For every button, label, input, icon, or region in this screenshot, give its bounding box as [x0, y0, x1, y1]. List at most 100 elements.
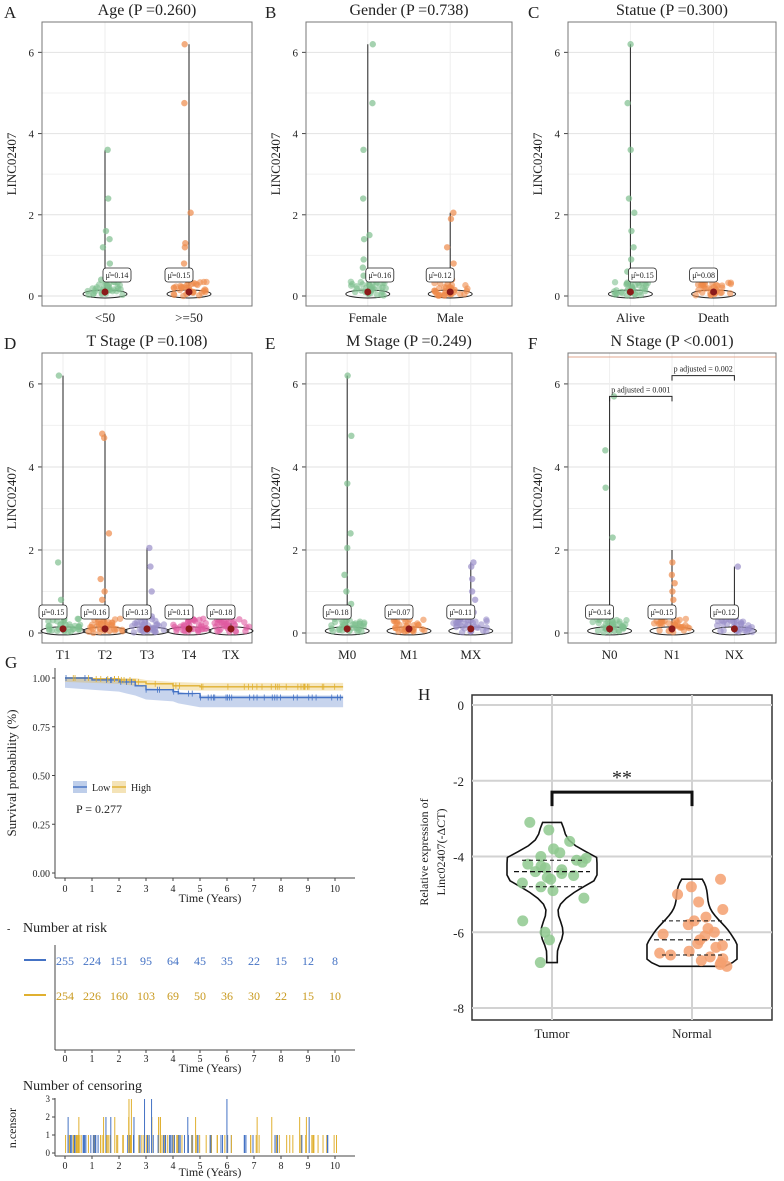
x-tick-label: 8: [279, 1054, 284, 1065]
data-point: [214, 628, 221, 635]
data-point: [535, 881, 547, 893]
panel-title: Statue (P =0.300): [616, 2, 728, 19]
y-tick-label: 4: [293, 129, 299, 141]
risk-count-high: 36: [221, 989, 233, 1003]
data-point: [106, 235, 113, 243]
data-point: [366, 231, 373, 239]
median-label: μ̂=0.08: [692, 271, 715, 280]
data-point: [654, 947, 666, 959]
data-point: [74, 615, 81, 622]
data-point: [420, 616, 427, 623]
side-mark: -: [7, 924, 10, 935]
data-point: [627, 41, 634, 48]
y-tick-label: 1.00: [33, 674, 51, 685]
data-point: [360, 256, 367, 263]
data-point: [347, 278, 355, 286]
y-axis-label: LINC02407: [268, 132, 283, 195]
data-point: [602, 447, 609, 454]
data-point: [98, 596, 106, 603]
data-point: [241, 619, 248, 626]
risk-count-high: 50: [194, 989, 206, 1003]
data-point: [182, 240, 189, 247]
significance-bracket: [550, 790, 694, 807]
data-point: [85, 628, 92, 635]
x-tick-label: 4: [171, 884, 176, 895]
data-point: [554, 847, 566, 859]
risk-count-high: 103: [137, 989, 155, 1003]
median-label-box: [38, 604, 68, 620]
significance-mark: **: [612, 767, 632, 789]
x-tick-label: 2: [117, 884, 122, 895]
risk-count-low: 15: [275, 954, 287, 968]
risk-table: Number at risk-255 224 151 95 64 45 35 22 15 12 82…: [7, 921, 355, 1075]
x-tick-label: 10: [330, 1161, 340, 1172]
data-point: [461, 290, 468, 298]
data-point: [483, 616, 490, 623]
panel-frame: [305, 21, 513, 307]
data-point: [714, 282, 721, 289]
data-point: [178, 283, 185, 291]
data-point: [545, 873, 557, 885]
data-point: [578, 892, 590, 904]
data-point: [516, 877, 528, 889]
y-tick-label: 2: [293, 545, 299, 557]
data-point: [470, 559, 477, 566]
data-point: [369, 99, 376, 107]
y-tick-label: 4: [29, 462, 35, 474]
x-tick-label: 5: [198, 1054, 203, 1065]
x-tick-label: 2: [117, 1161, 122, 1172]
data-point: [90, 290, 97, 298]
x-tick-label: 3: [144, 884, 149, 895]
data-point: [360, 272, 367, 279]
panel-letter: A: [4, 3, 17, 22]
y-tick-label: 0: [458, 698, 465, 713]
risk-count-high: 226: [83, 989, 101, 1003]
data-point: [695, 955, 707, 967]
risk-count-high: 30: [248, 989, 260, 1003]
data-point: [715, 873, 727, 885]
data-point: [443, 244, 451, 251]
data-point: [76, 621, 84, 629]
data-point: [471, 596, 479, 603]
data-point: [734, 563, 742, 570]
x-tick-label: 6: [225, 1054, 230, 1065]
data-point: [717, 904, 729, 916]
data-point: [353, 285, 360, 292]
data-point: [410, 625, 417, 633]
data-point: [130, 629, 138, 636]
median-label: μ̂=0.11: [168, 608, 191, 617]
x-tick-label: 1: [90, 1054, 95, 1065]
x-tick-label: 0: [63, 1161, 68, 1172]
median-label: μ̂=0.15: [651, 608, 674, 617]
data-point: [341, 571, 348, 579]
data-point: [453, 623, 460, 631]
x-tick-label: TX: [222, 647, 240, 662]
data-point: [619, 622, 626, 630]
data-point: [133, 619, 140, 626]
data-point: [69, 625, 77, 633]
data-point: [116, 615, 124, 622]
y-axis-label: LINC02407: [4, 132, 19, 195]
x-tick-label: Death: [698, 310, 730, 325]
panel-title: Gender (P =0.738): [349, 2, 468, 19]
x-axis-label: Time (Years): [179, 1165, 242, 1179]
data-point: [344, 372, 351, 379]
median-dot: [227, 625, 235, 633]
data-point: [727, 279, 735, 286]
data-point: [479, 627, 487, 634]
data-point: [700, 911, 712, 923]
data-point: [360, 620, 368, 628]
median-dot: [405, 625, 413, 633]
panel-letter: B: [265, 3, 276, 22]
data-point: [721, 960, 733, 972]
data-point: [534, 957, 546, 969]
x-tick-label: NX: [725, 647, 744, 662]
x-tick-label: 8: [279, 884, 284, 895]
median-dot: [446, 288, 454, 296]
risk-count-low: 255: [56, 954, 74, 968]
data-point: [627, 146, 634, 154]
median-dot: [606, 625, 614, 633]
median-dot: [668, 625, 676, 633]
x-axis-label: Time (Years): [179, 1061, 242, 1075]
x-tick-label: 0: [63, 1054, 68, 1065]
